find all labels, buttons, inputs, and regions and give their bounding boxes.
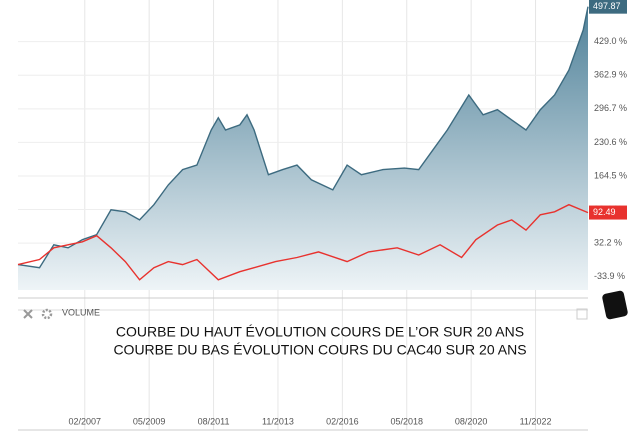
- y-tick-label: 164.5 %: [594, 170, 627, 180]
- x-tick-label: 02/2016: [326, 416, 359, 426]
- x-tick-label: 11/2022: [520, 416, 552, 426]
- panel-label: VOLUME: [62, 307, 100, 317]
- y-tick-label: 362.9 %: [594, 70, 627, 80]
- y-tick-label: 296.7 %: [594, 103, 627, 113]
- x-tick-label: 02/2007: [69, 416, 102, 426]
- area: [18, 6, 588, 290]
- annotation: COURBE DU BAS ÉVOLUTION COURS DU CAC40 S…: [113, 342, 526, 358]
- y-tick-label: 230.6 %: [594, 137, 627, 147]
- plot: [17, 0, 589, 430]
- value-badge: [589, 205, 627, 220]
- last-value-label: 92.49: [593, 207, 616, 217]
- last-value-label: 497.87: [593, 1, 621, 11]
- series-line: [17, 6, 589, 269]
- close-icon[interactable]: [23, 309, 33, 319]
- series-line: [17, 203, 589, 281]
- y-tick-label: 429.0 %: [594, 36, 627, 46]
- x-tick-label: 08/2020: [455, 416, 488, 426]
- device-icon: [602, 290, 628, 320]
- checkbox[interactable]: [576, 308, 588, 320]
- y-tick-label: 32.2 %: [594, 238, 622, 248]
- value-badge: [589, 0, 627, 14]
- x-tick-label: 11/2013: [262, 416, 294, 426]
- annotation: COURBE DU HAUT ÉVOLUTION COURS DE L’OR S…: [116, 324, 524, 340]
- x-tick-label: 05/2009: [133, 416, 166, 426]
- x-tick-label: 08/2011: [198, 416, 230, 426]
- y-tick-label: -33.9 %: [594, 271, 625, 281]
- x-tick-label: 05/2018: [390, 416, 423, 426]
- settings-icon[interactable]: [41, 308, 53, 320]
